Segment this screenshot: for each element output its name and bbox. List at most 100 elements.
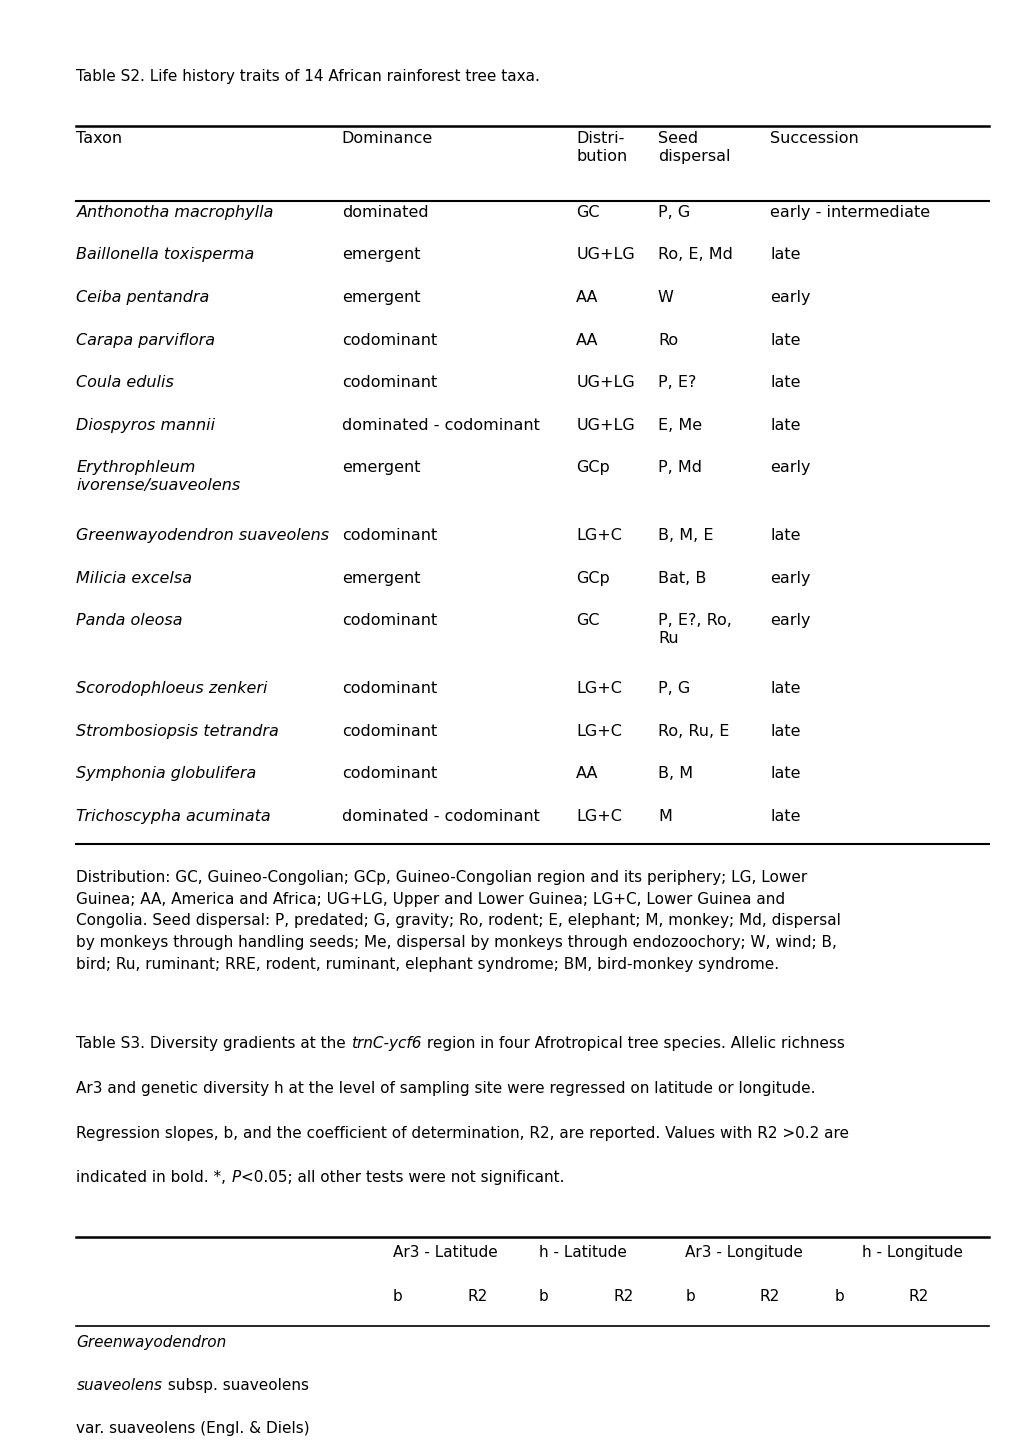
- Text: UG+LG: UG+LG: [576, 248, 635, 263]
- Text: R2: R2: [467, 1289, 487, 1303]
- Text: late: late: [769, 766, 800, 781]
- Text: Ro: Ro: [657, 332, 678, 348]
- Text: b: b: [538, 1289, 548, 1303]
- Text: Baillonella toxisperma: Baillonella toxisperma: [76, 248, 255, 263]
- Text: b: b: [685, 1289, 695, 1303]
- Text: late: late: [769, 418, 800, 433]
- Text: Table S2. Life history traits of 14 African rainforest tree taxa.: Table S2. Life history traits of 14 Afri…: [76, 69, 540, 84]
- Text: P, Md: P, Md: [657, 460, 701, 475]
- Text: Distri-
bution: Distri- bution: [576, 131, 627, 163]
- Text: emergent: emergent: [341, 248, 420, 263]
- Text: h - Longitude: h - Longitude: [861, 1245, 962, 1260]
- Text: Ar3 - Latitude: Ar3 - Latitude: [392, 1245, 497, 1260]
- Text: Ar3 - Longitude: Ar3 - Longitude: [685, 1245, 803, 1260]
- Text: early: early: [769, 290, 810, 304]
- Text: trnC-ycf6: trnC-ycf6: [351, 1036, 421, 1051]
- Text: Table S3. Diversity gradients at the: Table S3. Diversity gradients at the: [76, 1036, 351, 1051]
- Text: AA: AA: [576, 332, 598, 348]
- Text: Ar3 and genetic diversity h at the level of sampling site were regressed on lati: Ar3 and genetic diversity h at the level…: [76, 1081, 815, 1095]
- Text: var. suaveolens (Engl. & Diels): var. suaveolens (Engl. & Diels): [76, 1421, 310, 1436]
- Text: emergent: emergent: [341, 460, 420, 475]
- Text: R2: R2: [612, 1289, 633, 1303]
- Text: Regression slopes, b, and the coefficient of determination, R2, are reported. Va: Regression slopes, b, and the coefficien…: [76, 1126, 849, 1140]
- Text: AA: AA: [576, 290, 598, 304]
- Text: Carapa parviflora: Carapa parviflora: [76, 332, 215, 348]
- Text: b: b: [834, 1289, 844, 1303]
- Text: UG+LG: UG+LG: [576, 375, 635, 390]
- Text: Bat, B: Bat, B: [657, 570, 705, 586]
- Text: P, E?, Ro,
Ru: P, E?, Ro, Ru: [657, 613, 731, 645]
- Text: B, M: B, M: [657, 766, 692, 781]
- Text: codominant: codominant: [341, 681, 436, 696]
- Text: <0.05; all other tests were not significant.: <0.05; all other tests were not signific…: [240, 1170, 564, 1185]
- Text: Anthonotha macrophylla: Anthonotha macrophylla: [76, 205, 274, 219]
- Text: late: late: [769, 681, 800, 696]
- Text: Ro, E, Md: Ro, E, Md: [657, 248, 732, 263]
- Text: codominant: codominant: [341, 528, 436, 543]
- Text: GC: GC: [576, 613, 599, 628]
- Text: late: late: [769, 332, 800, 348]
- Text: early: early: [769, 613, 810, 628]
- Text: region in four Afrotropical tree species. Allelic richness: region in four Afrotropical tree species…: [421, 1036, 844, 1051]
- Text: Trichoscypha acuminata: Trichoscypha acuminata: [76, 808, 271, 824]
- Text: early: early: [769, 570, 810, 586]
- Text: E, Me: E, Me: [657, 418, 701, 433]
- Text: GCp: GCp: [576, 570, 609, 586]
- Text: B, M, E: B, M, E: [657, 528, 712, 543]
- Text: P: P: [231, 1170, 240, 1185]
- Text: codominant: codominant: [341, 332, 436, 348]
- Text: LG+C: LG+C: [576, 808, 622, 824]
- Text: P, G: P, G: [657, 681, 690, 696]
- Text: Strombosiopsis tetrandra: Strombosiopsis tetrandra: [76, 723, 279, 739]
- Text: b: b: [392, 1289, 403, 1303]
- Text: suaveolens: suaveolens: [76, 1378, 162, 1392]
- Text: LG+C: LG+C: [576, 528, 622, 543]
- Text: Diospyros mannii: Diospyros mannii: [76, 418, 215, 433]
- Text: codominant: codominant: [341, 375, 436, 390]
- Text: codominant: codominant: [341, 613, 436, 628]
- Text: early: early: [769, 460, 810, 475]
- Text: subsp. suaveolens: subsp. suaveolens: [162, 1378, 308, 1392]
- Text: P, E?: P, E?: [657, 375, 696, 390]
- Text: Coula edulis: Coula edulis: [76, 375, 174, 390]
- Text: Taxon: Taxon: [76, 131, 122, 146]
- Text: Seed
dispersal: Seed dispersal: [657, 131, 730, 163]
- Text: Erythrophleum
ivorense/suaveolens: Erythrophleum ivorense/suaveolens: [76, 460, 240, 492]
- Text: Greenwayodendron: Greenwayodendron: [76, 1335, 226, 1349]
- Text: dominated: dominated: [341, 205, 428, 219]
- Text: Symphonia globulifera: Symphonia globulifera: [76, 766, 257, 781]
- Text: AA: AA: [576, 766, 598, 781]
- Text: LG+C: LG+C: [576, 723, 622, 739]
- Text: dominated - codominant: dominated - codominant: [341, 808, 539, 824]
- Text: Ceiba pentandra: Ceiba pentandra: [76, 290, 210, 304]
- Text: Succession: Succession: [769, 131, 858, 146]
- Text: W: W: [657, 290, 674, 304]
- Text: late: late: [769, 808, 800, 824]
- Text: dominated - codominant: dominated - codominant: [341, 418, 539, 433]
- Text: GCp: GCp: [576, 460, 609, 475]
- Text: late: late: [769, 723, 800, 739]
- Text: emergent: emergent: [341, 290, 420, 304]
- Text: Dominance: Dominance: [341, 131, 432, 146]
- Text: h - Latitude: h - Latitude: [538, 1245, 626, 1260]
- Text: LG+C: LG+C: [576, 681, 622, 696]
- Text: indicated in bold. *,: indicated in bold. *,: [76, 1170, 231, 1185]
- Text: Milicia excelsa: Milicia excelsa: [76, 570, 193, 586]
- Text: M: M: [657, 808, 672, 824]
- Text: GC: GC: [576, 205, 599, 219]
- Text: late: late: [769, 528, 800, 543]
- Text: Distribution: GC, Guineo-Congolian; GCp, Guineo-Congolian region and its periphe: Distribution: GC, Guineo-Congolian; GCp,…: [76, 870, 841, 971]
- Text: Scorodophloeus zenkeri: Scorodophloeus zenkeri: [76, 681, 268, 696]
- Text: Greenwayodendron suaveolens: Greenwayodendron suaveolens: [76, 528, 329, 543]
- Text: R2: R2: [908, 1289, 928, 1303]
- Text: R2: R2: [759, 1289, 780, 1303]
- Text: late: late: [769, 375, 800, 390]
- Text: codominant: codominant: [341, 766, 436, 781]
- Text: Ro, Ru, E: Ro, Ru, E: [657, 723, 729, 739]
- Text: Panda oleosa: Panda oleosa: [76, 613, 182, 628]
- Text: emergent: emergent: [341, 570, 420, 586]
- Text: UG+LG: UG+LG: [576, 418, 635, 433]
- Text: P, G: P, G: [657, 205, 690, 219]
- Text: early - intermediate: early - intermediate: [769, 205, 929, 219]
- Text: codominant: codominant: [341, 723, 436, 739]
